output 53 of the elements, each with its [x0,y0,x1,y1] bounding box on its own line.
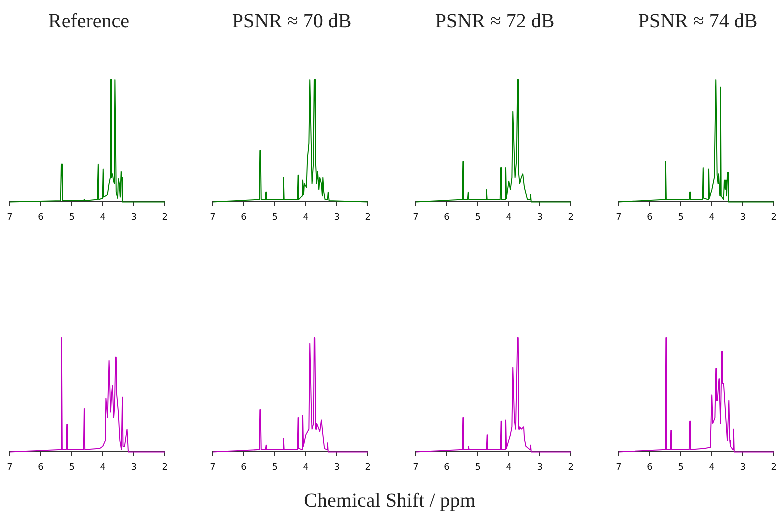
x-tick-label: 5 [272,462,278,473]
x-tick-label: 6 [647,462,654,473]
x-tick-label: 5 [69,462,75,473]
x-tick-label: 3 [537,462,543,473]
x-tick-label: 7 [210,212,216,223]
x-tick-label: 2 [771,212,778,223]
x-tick-label: 6 [647,212,654,223]
x-tick-label: 7 [210,462,216,473]
x-tick-label: 6 [444,212,450,223]
x-tick-label: 5 [272,212,278,223]
x-tick-label: 3 [537,212,543,223]
x-tick-label: 4 [709,212,716,223]
x-tick-label: 7 [7,462,13,473]
x-tick-label: 3 [334,212,340,223]
x-tick-label: 2 [568,462,574,473]
x-tick-label: 7 [616,462,622,473]
x-tick-label: 3 [131,212,137,223]
x-tick-label: 3 [131,462,137,473]
x-tick-label: 2 [162,212,168,223]
x-tick-label: 4 [506,462,512,473]
x-tick-label: 4 [506,212,512,223]
x-tick-label: 3 [740,212,746,223]
x-tick-label: 6 [444,462,450,473]
x-tick-label: 2 [568,212,574,223]
x-tick-label: 7 [413,212,419,223]
x-tick-label: 6 [38,462,44,473]
x-tick-label: 4 [100,462,106,473]
chart-title: PSNR ≈ 72 dB [435,10,555,32]
x-tick-label: 4 [303,462,310,473]
x-tick-label: 4 [100,212,106,223]
x-tick-label: 2 [771,462,778,473]
x-tick-label: 3 [740,462,746,473]
x-tick-label: 2 [365,462,372,473]
x-tick-label: 5 [678,462,684,473]
chart-title: PSNR ≈ 70 dB [232,10,352,32]
x-tick-label: 4 [303,212,310,223]
chart-title: PSNR ≈ 74 dB [638,10,758,32]
x-tick-label: 7 [7,212,13,223]
x-tick-label: 6 [38,212,44,223]
x-tick-label: 2 [365,212,372,223]
x-tick-label: 7 [616,212,622,223]
chart-title: Reference [48,10,130,32]
x-tick-label: 5 [475,212,481,223]
x-tick-label: 5 [69,212,75,223]
x-tick-label: 6 [241,212,248,223]
x-tick-label: 6 [241,462,248,473]
x-tick-label: 7 [413,462,419,473]
x-axis-title: Chemical Shift / ppm [303,490,477,513]
x-tick-label: 5 [475,462,481,473]
x-tick-label: 2 [162,462,168,473]
x-tick-label: 3 [334,462,340,473]
x-tick-label: 4 [709,462,716,473]
x-tick-label: 5 [678,212,684,223]
